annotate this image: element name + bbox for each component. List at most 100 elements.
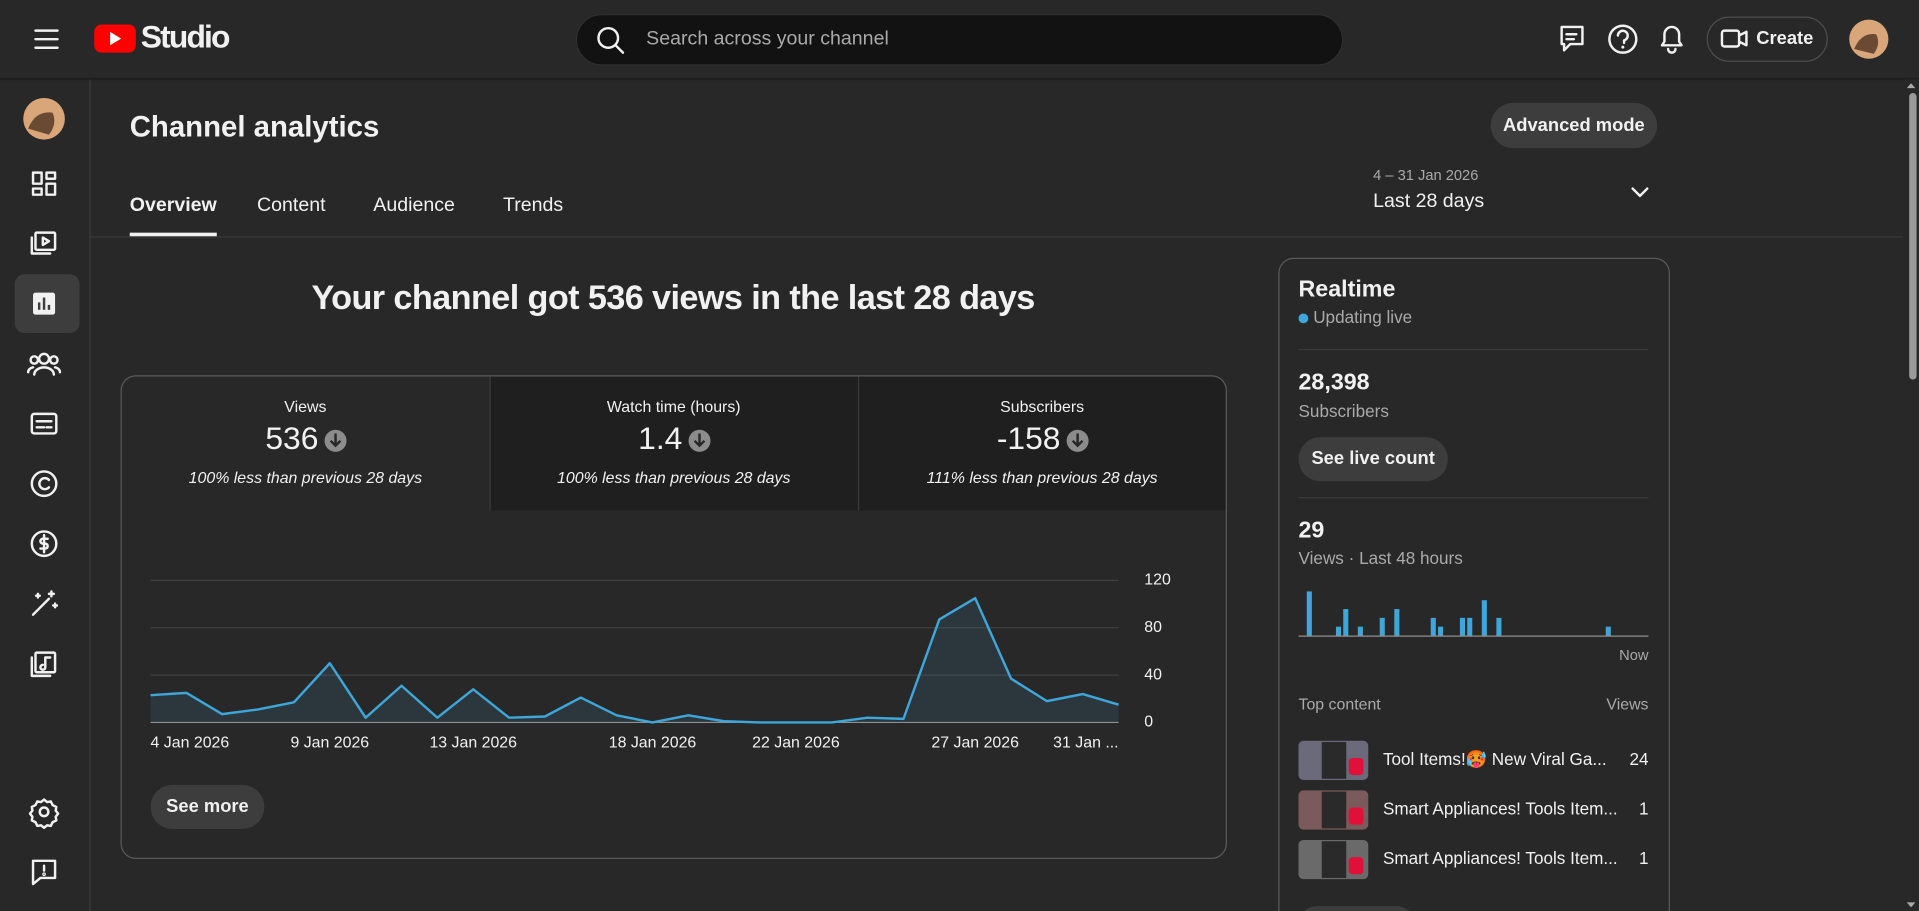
tabs: Overview Content Audience Trends bbox=[129, 194, 563, 237]
live-count-label[interactable]: See live count bbox=[1311, 447, 1434, 468]
community-icon[interactable] bbox=[26, 352, 62, 376]
y-tick-label: 120 bbox=[1144, 572, 1171, 589]
metric-value: -158 bbox=[997, 420, 1061, 456]
tab[interactable]: Overview bbox=[130, 194, 218, 216]
x-tick-label: 18 Jan 2026 bbox=[609, 734, 697, 751]
audio-library-icon[interactable] bbox=[30, 651, 57, 678]
shorts-badge bbox=[1348, 857, 1364, 875]
y-tick-label: 0 bbox=[1144, 714, 1153, 731]
tab[interactable]: Trends bbox=[503, 194, 563, 216]
realtime-bar bbox=[1306, 591, 1312, 636]
thumbnail-art bbox=[1321, 791, 1347, 829]
scroll-down[interactable] bbox=[1906, 902, 1916, 908]
create-button-bg[interactable] bbox=[1706, 16, 1828, 62]
realtime-bar bbox=[1379, 617, 1385, 636]
earn-icon[interactable] bbox=[30, 530, 58, 558]
realtime-bar bbox=[1605, 626, 1611, 636]
subtitles-icon[interactable] bbox=[30, 412, 58, 435]
see-more-label[interactable]: See more bbox=[166, 795, 249, 816]
live-count-button[interactable] bbox=[1298, 437, 1448, 482]
channel-avatar[interactable] bbox=[23, 97, 65, 140]
content-views: 24 bbox=[1629, 749, 1649, 769]
metric-label: Views bbox=[284, 399, 326, 416]
tab[interactable]: Content bbox=[257, 194, 326, 216]
top-content-list: Tool Items!🥵 New Viral Ga... 24 Smart Appl… bbox=[1298, 740, 1649, 880]
metric-tab[interactable] bbox=[489, 375, 858, 511]
realtime-bar bbox=[1335, 626, 1342, 636]
date-picker[interactable]: 4 – 31 Jan 2026 Last 28 days bbox=[1373, 168, 1649, 212]
see-more-button[interactable] bbox=[150, 784, 265, 829]
metric-value: 536 bbox=[265, 420, 318, 456]
advanced-mode-label[interactable]: Advanced mode bbox=[1503, 114, 1645, 135]
metric-tabs: Views 536 100% less than previous 28 days W… bbox=[121, 375, 1227, 511]
x-tick-label: 9 Jan 2026 bbox=[290, 734, 369, 751]
live-status: Updating live bbox=[1313, 307, 1412, 327]
realtime-bar bbox=[1438, 626, 1444, 636]
tab-underline bbox=[129, 232, 217, 237]
line-chart: 0 40 80 120 4 Jan 2026 9 Jan 2026 13 Jan 2026 1… bbox=[150, 572, 1171, 751]
logo-text: Studio bbox=[141, 19, 230, 55]
x-tick-label: 31 Jan ... bbox=[1053, 734, 1118, 751]
scroll-up[interactable] bbox=[1906, 83, 1916, 89]
live-dot bbox=[1298, 313, 1309, 324]
line-series bbox=[150, 596, 1119, 724]
scrollbar-thumb[interactable] bbox=[1909, 93, 1917, 380]
search-box[interactable]: Search across your channel bbox=[575, 14, 1344, 66]
metric-comparison: 111% less than previous 28 days bbox=[927, 470, 1158, 487]
x-tick-label: 4 Jan 2026 bbox=[151, 734, 230, 751]
date-dropdown-icon[interactable] bbox=[1631, 187, 1649, 198]
tab[interactable]: Audience bbox=[373, 194, 455, 216]
more-button[interactable] bbox=[1299, 906, 1415, 911]
subscriber-label: Subscribers bbox=[1299, 401, 1389, 421]
realtime-bar bbox=[1357, 626, 1363, 636]
card-border bbox=[120, 375, 1227, 859]
logo-play bbox=[110, 31, 122, 46]
account-avatar[interactable] bbox=[1849, 19, 1889, 59]
notifications-icon[interactable] bbox=[1660, 25, 1683, 54]
trend-down-arrow bbox=[1071, 433, 1084, 448]
content-title[interactable]: Tool Items!🥵 New Viral Ga... bbox=[1383, 749, 1607, 769]
help-icon[interactable] bbox=[1608, 24, 1638, 54]
menu-button[interactable] bbox=[34, 29, 59, 49]
logo[interactable]: Studio bbox=[94, 19, 232, 55]
content-views: 1 bbox=[1639, 799, 1649, 819]
views-header: Views bbox=[1606, 696, 1648, 713]
thumbnail-art bbox=[1321, 742, 1347, 779]
settings-icon[interactable] bbox=[28, 798, 60, 829]
content-icon[interactable] bbox=[30, 231, 57, 255]
subscriber-count: 28,398 bbox=[1299, 368, 1370, 394]
metric-tab[interactable] bbox=[121, 375, 490, 511]
search-icon bbox=[597, 26, 620, 49]
realtime-bar bbox=[1496, 617, 1502, 636]
sidebar bbox=[14, 79, 91, 911]
customization-icon[interactable] bbox=[31, 590, 59, 616]
date-range: 4 – 31 Jan 2026 bbox=[1373, 168, 1478, 184]
search-field[interactable] bbox=[575, 14, 1344, 66]
realtime-bar bbox=[1343, 609, 1349, 636]
copyright-icon[interactable] bbox=[30, 470, 58, 498]
metric-tab[interactable] bbox=[857, 375, 1227, 511]
analytics-icon[interactable] bbox=[33, 292, 56, 315]
realtime-views-label: Views · Last 48 hours bbox=[1299, 548, 1463, 568]
realtime-bar bbox=[1430, 617, 1436, 636]
top-content-header: Top content bbox=[1299, 696, 1382, 713]
realtime-card bbox=[1278, 257, 1670, 911]
top-bar: Studio Search across your channel Create bbox=[0, 0, 1919, 81]
avatar-detail bbox=[1854, 33, 1879, 54]
content-title[interactable]: Smart Appliances! Tools Item... bbox=[1383, 848, 1618, 868]
analytics-card: Views 536 100% less than previous 28 days W… bbox=[120, 375, 1227, 859]
trend-down-arrow bbox=[329, 433, 342, 448]
y-tick-label: 40 bbox=[1144, 666, 1162, 683]
realtime-bar-chart bbox=[1306, 591, 1611, 636]
content-title[interactable]: Smart Appliances! Tools Item... bbox=[1383, 799, 1618, 819]
content-views: 1 bbox=[1639, 848, 1649, 868]
advanced-mode-button[interactable] bbox=[1490, 102, 1658, 149]
dashboard-icon[interactable] bbox=[31, 171, 57, 196]
create-button[interactable]: Create bbox=[1706, 16, 1828, 62]
send-feedback-icon[interactable] bbox=[31, 859, 57, 886]
realtime-bar bbox=[1459, 617, 1466, 636]
feedback-icon[interactable] bbox=[1560, 25, 1584, 52]
trend-down-arrow bbox=[693, 433, 706, 448]
metric-label: Subscribers bbox=[1000, 399, 1084, 416]
